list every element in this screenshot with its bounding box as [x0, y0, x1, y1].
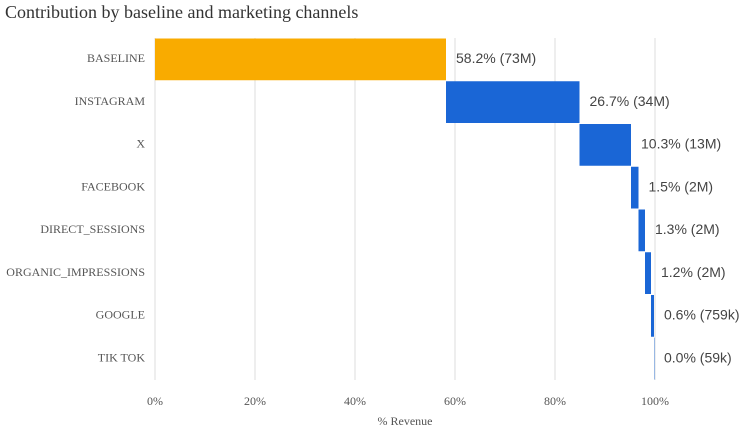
x-tick-label: 40% [344, 394, 366, 408]
x-tick-label: 20% [244, 394, 266, 408]
value-label: 58.2% (73M) [456, 50, 536, 66]
y-tick-label: GOOGLE [96, 308, 145, 322]
value-label: 1.3% (2M) [655, 221, 720, 237]
bar [651, 295, 654, 337]
x-tick-label: 100% [641, 394, 669, 408]
x-tick-label: 80% [544, 394, 566, 408]
value-label: 10.3% (13M) [641, 136, 721, 152]
bar [579, 124, 631, 166]
y-tick-label: ORGANIC_IMPRESSIONS [6, 265, 145, 279]
bar [155, 38, 446, 81]
bar [638, 209, 645, 252]
chart-title: Contribution by baseline and marketing c… [5, 2, 358, 22]
bar [654, 337, 655, 380]
y-tick-label: TIK TOK [98, 350, 146, 364]
y-tick-label: INSTAGRAM [75, 94, 146, 108]
x-axis-label: % Revenue [378, 414, 433, 428]
y-tick-label: X [136, 137, 145, 151]
value-label: 0.6% (759k) [664, 307, 739, 323]
y-tick-label: DIRECT_SESSIONS [40, 222, 145, 236]
value-label: 1.2% (2M) [661, 264, 726, 280]
value-label: 0.0% (59k) [664, 349, 732, 365]
value-label: 26.7% (34M) [590, 93, 670, 109]
bar [446, 81, 580, 123]
bar [631, 166, 639, 209]
y-tick-label: FACEBOOK [81, 179, 145, 193]
x-tick-label: 0% [147, 394, 163, 408]
value-label: 1.5% (2M) [649, 178, 714, 194]
bar [645, 252, 651, 294]
y-tick-label: BASELINE [87, 51, 145, 65]
x-tick-label: 60% [444, 394, 466, 408]
